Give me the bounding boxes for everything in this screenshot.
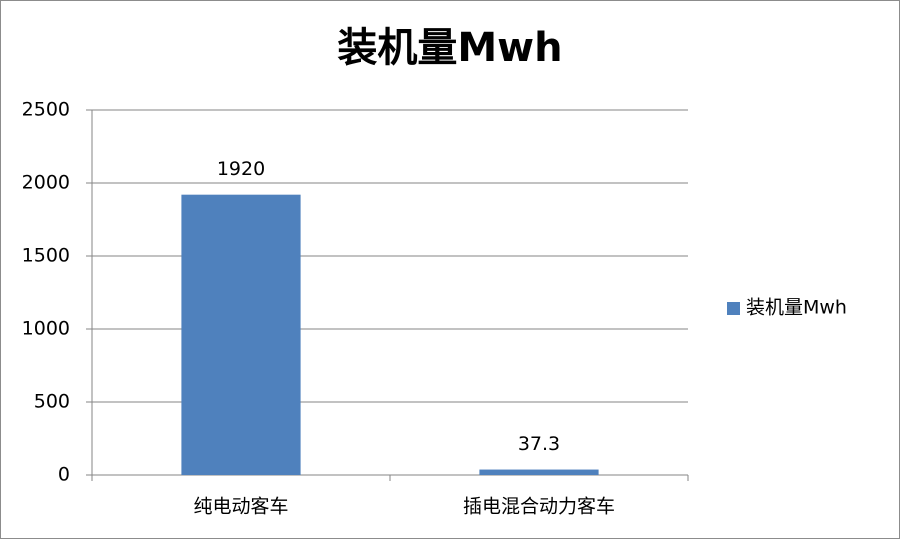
x-tick-label: 纯电动客车 <box>193 496 288 518</box>
y-tick-label: 500 <box>34 391 70 413</box>
legend-swatch <box>727 302 740 315</box>
bar <box>479 469 599 475</box>
y-tick-label: 1500 <box>22 245 70 267</box>
y-tick-label: 2000 <box>22 172 70 194</box>
data-label: 37.3 <box>518 433 560 455</box>
legend-label: 装机量Mwh <box>746 297 847 319</box>
y-tick-label: 2500 <box>22 99 70 121</box>
y-tick-label: 0 <box>58 464 70 486</box>
bar <box>181 194 301 475</box>
chart-title: 装机量Mwh <box>337 25 562 71</box>
x-tick-label: 插电混合动力客车 <box>463 496 615 518</box>
y-tick-label: 1000 <box>22 318 70 340</box>
data-label: 1920 <box>217 158 265 180</box>
